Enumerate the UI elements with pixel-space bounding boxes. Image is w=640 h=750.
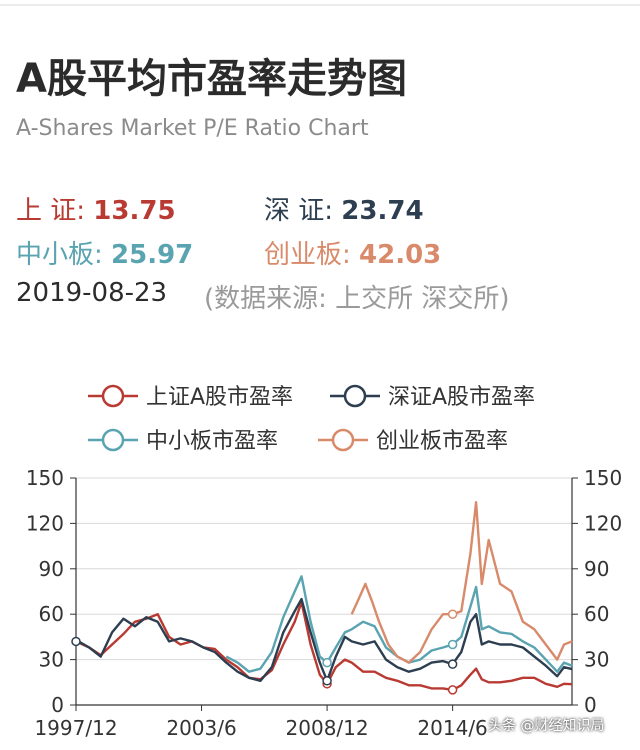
stat-chinext-label: 创业板: xyxy=(264,240,360,270)
y-tick-label-right: 0 xyxy=(584,693,597,717)
y-tick-label-right: 60 xyxy=(584,602,609,626)
series-marker xyxy=(447,685,458,695)
stat-shanghai: 上 证: 13.75 xyxy=(16,190,176,227)
start-marker xyxy=(71,636,81,647)
legend-marker xyxy=(101,428,125,452)
y-tick-label-right: 120 xyxy=(584,511,622,535)
series-line xyxy=(75,600,573,692)
series-marker xyxy=(322,676,332,686)
watermark: 头条 @财经知识局 xyxy=(488,718,605,734)
y-tick-label-left: 120 xyxy=(26,511,64,535)
y-tick-label-left: 60 xyxy=(39,602,64,626)
legend-marker xyxy=(101,384,125,408)
data-source: (数据来源: 上交所 深交所) xyxy=(204,284,510,314)
series-marker xyxy=(447,659,458,669)
page-subtitle: A-Shares Market P/E Ratio Chart xyxy=(16,116,369,141)
legend-marker xyxy=(343,384,367,408)
data-date: 2019-08-23 xyxy=(16,278,168,308)
stat-sme-board-value: 25.97 xyxy=(111,240,194,270)
stat-chinext-value: 42.03 xyxy=(359,240,442,270)
series-marker xyxy=(322,657,332,668)
stat-shanghai-label: 上 证: xyxy=(16,196,94,226)
top-divider xyxy=(0,4,640,6)
stat-shenzhen: 深 证: 23.74 xyxy=(264,190,424,227)
y-tick-label-right: 90 xyxy=(584,557,609,581)
y-tick-label-right: 150 xyxy=(584,466,622,490)
stat-shenzhen-label: 深 证: xyxy=(264,196,342,226)
x-tick-label: 2008/12 xyxy=(286,716,369,740)
legend-label: 深证A股市盈率 xyxy=(388,385,535,410)
series-line xyxy=(350,501,573,664)
x-tick-label: 1997/12 xyxy=(34,716,117,740)
page-title: A股平均市盈率走势图 xyxy=(16,56,407,102)
stat-shenzhen-value: 23.74 xyxy=(341,196,424,226)
y-tick-label-left: 90 xyxy=(39,557,64,581)
y-tick-label-left: 150 xyxy=(26,466,64,490)
legend-label: 创业板市盈率 xyxy=(376,429,508,454)
series-line xyxy=(75,597,573,682)
legend-marker xyxy=(331,428,355,452)
y-tick-label-left: 0 xyxy=(51,693,64,717)
y-tick-label-left: 30 xyxy=(39,648,64,672)
stat-sme-board-label: 中小板: xyxy=(16,240,112,270)
stat-sme-board: 中小板: 25.97 xyxy=(16,234,193,271)
series-marker xyxy=(447,639,458,650)
x-tick-label: 2014/6 xyxy=(417,716,487,740)
legend-label: 上证A股市盈率 xyxy=(146,385,293,410)
x-tick-label: 2003/6 xyxy=(166,716,236,740)
stat-chinext: 创业板: 42.03 xyxy=(264,234,441,271)
stat-shanghai-value: 13.75 xyxy=(93,196,176,226)
legend-label: 中小板市盈率 xyxy=(146,429,278,454)
y-tick-label-right: 30 xyxy=(584,648,609,672)
series-marker xyxy=(447,609,458,619)
